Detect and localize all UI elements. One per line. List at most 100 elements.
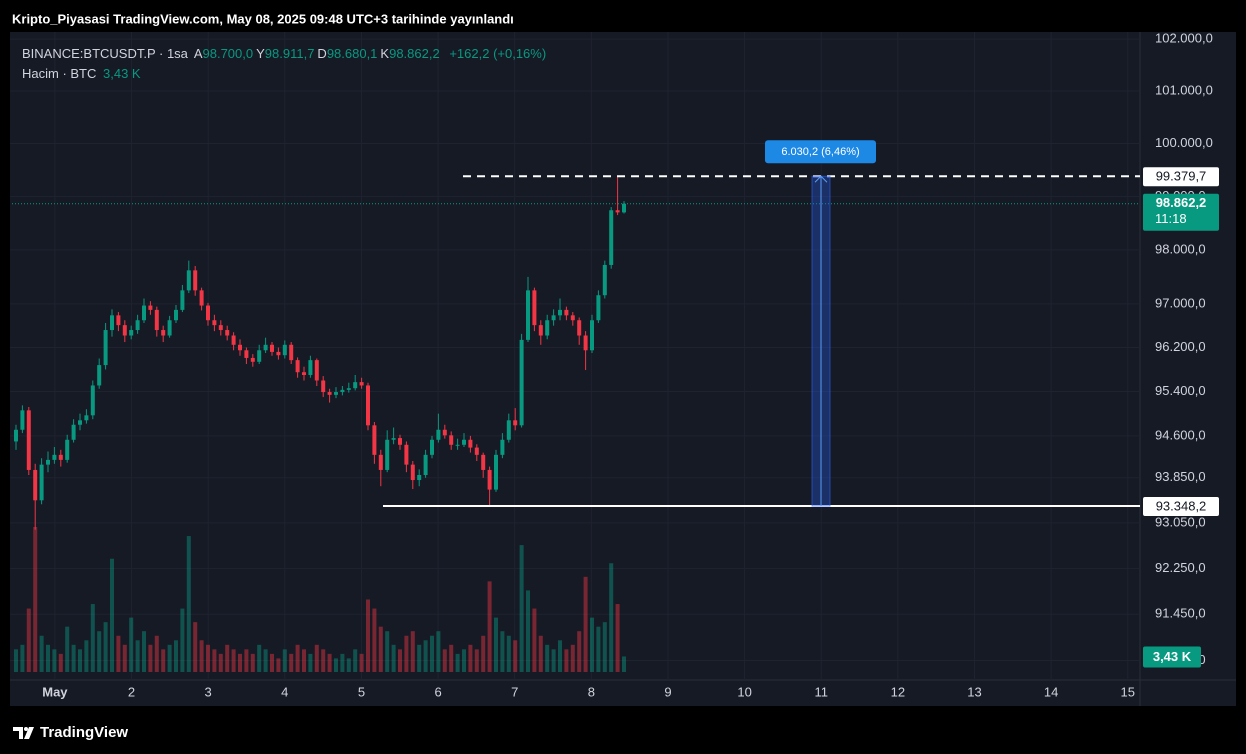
volume-bar [167,644,172,672]
x-tick-label: 9 [664,684,671,699]
candle-body [353,382,358,389]
volume-bar [583,576,588,672]
candle-body [468,439,473,448]
y-tick-label: 97.000,0 [1155,295,1206,310]
volume-bar [186,536,191,672]
candle-body [602,264,607,296]
volume-bar [295,644,300,672]
y-tick-label: 101.000,0 [1155,82,1213,97]
candle-body [538,325,543,336]
candle-body [449,435,454,445]
x-tick-label: 6 [434,684,441,699]
volume-bar [513,640,518,672]
level-price-box [1143,497,1219,517]
volume-label-box [1143,646,1201,668]
volume-bar [180,608,185,672]
volume-bar [455,653,460,672]
volume-bar [238,653,242,672]
volume-bar [90,604,95,672]
volume-bar [65,626,70,672]
volume-bar [212,649,217,672]
volume-bar [538,635,543,672]
x-tick-label: 12 [891,684,905,699]
volume-bar [314,644,319,672]
volume-bar [244,649,249,672]
volume-bar [327,653,332,672]
candle-body [148,305,153,310]
candle-body [135,320,140,331]
measure-label-box [765,140,876,164]
candle-body [372,425,377,455]
candle-body [103,330,108,366]
ohlc-key: Y [256,46,265,61]
brand: TradingView [40,724,128,741]
x-tick-label: 3 [205,684,212,699]
candle-body [526,290,530,340]
volume-bar [84,640,89,672]
symbol-row: BINANCE:BTCUSDT.P · 1sa A98.700,0 Y98.911… [22,44,549,64]
candle-body [366,385,370,426]
volume-bar [398,649,402,672]
volume-bar [78,649,82,672]
volume-row: Hacim · BTC 3,43 K [22,64,549,84]
volume-bar [481,635,486,672]
candle-body [391,438,396,440]
candle-body [558,309,562,316]
y-tick-label: 93.850,0 [1155,469,1206,484]
candle-body [506,420,511,440]
candle-body [481,454,486,470]
volume-bar [14,649,18,672]
candle-body [340,389,345,393]
volume-bar [58,653,63,672]
volume-bar [532,608,537,672]
candle-body [436,429,441,440]
x-tick-label: 5 [358,684,365,699]
y-tick-label: 95.400,0 [1155,383,1206,398]
y-tick-label: 100.000,0 [1155,135,1213,150]
tv-logo [13,727,34,739]
volume-bar [97,631,102,672]
volume-bar [551,649,556,672]
candle-body [206,305,210,321]
candle-body [250,357,255,362]
candle-body [122,325,127,336]
candle-body [199,290,204,306]
candle-body [186,270,191,291]
candle-body [46,459,50,465]
candle-body [302,372,306,375]
candle-body [500,439,505,455]
candle-body [308,360,313,375]
candle-body [334,392,338,395]
level-price-label: 93.348,2 [1156,498,1207,513]
ohlc-value: 98.700,0 [202,46,254,61]
volume-bar [282,649,287,672]
countdown-label: 11:18 [1155,211,1187,226]
volume-bar [257,644,262,672]
volume-bar [500,631,505,672]
candle-body [14,429,18,442]
volume-bar [321,649,326,672]
volume-bar [372,608,377,672]
candle-body [487,469,492,490]
level-price-box [1143,167,1219,187]
volume-bar [20,644,25,672]
volume-bar [103,622,108,672]
volume-bar [526,590,530,672]
volume-bar [378,626,383,672]
y-tick-label: 91.450,0 [1155,606,1206,621]
volume-bar [39,635,44,672]
candle-body [282,344,287,356]
volume-bar [366,599,370,672]
candle-body [615,210,620,213]
candle-body [212,320,217,326]
volume-bar [161,649,166,672]
last-price-label: 98.862,2 [1156,195,1207,210]
volume-bar [449,644,454,672]
volume-bar [417,644,422,672]
volume-bar [263,649,268,672]
candle-body [33,469,38,501]
volume-bar [334,658,338,672]
volume-bar [129,617,134,672]
volume-bar [622,656,626,672]
